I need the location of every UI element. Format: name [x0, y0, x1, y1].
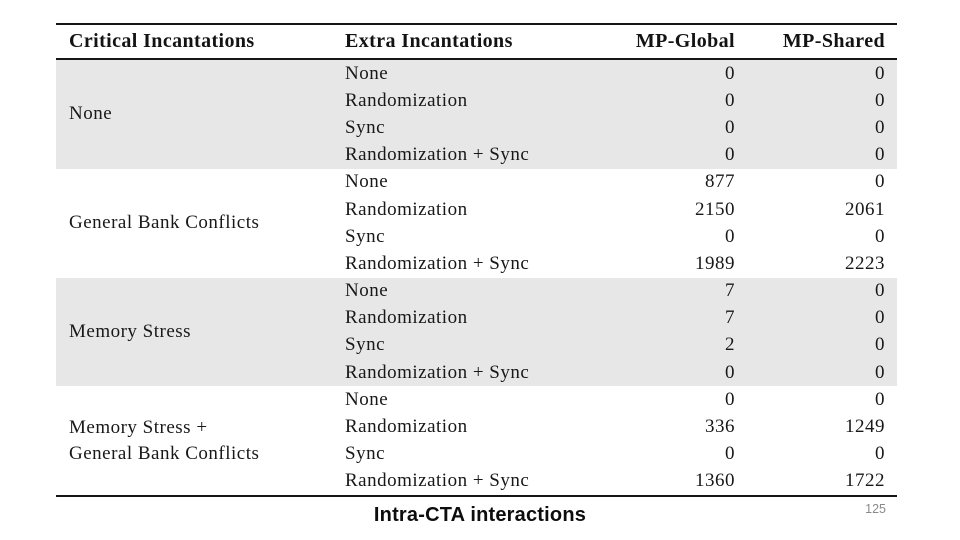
mp-shared-cell: 0 [875, 89, 885, 111]
mp-global-cell: 1360 [695, 470, 735, 492]
extra-cell: Sync [345, 443, 385, 465]
mp-global-cell: 7 [725, 280, 735, 302]
mp-shared-cell: 2223 [845, 252, 885, 274]
mp-global-cell: 0 [725, 388, 735, 410]
mp-shared-cell: 0 [875, 62, 885, 84]
mp-shared-cell: 0 [875, 307, 885, 329]
critical-cell: Memory Stress + General Bank Conflicts [69, 416, 260, 464]
extra-cell: None [345, 171, 389, 193]
critical-cell: General Bank Conflicts [69, 212, 260, 234]
mp-global-cell: 0 [725, 144, 735, 166]
mp-global-cell: 2150 [695, 198, 735, 220]
critical-cell: Memory Stress [69, 320, 192, 342]
col-header-mp-shared: MP-Shared [782, 30, 885, 52]
col-header-extra-incantations: Extra Incantations [345, 30, 513, 52]
mp-global-cell: 0 [725, 361, 735, 383]
table-header-row: Critical Incantations Extra Incantations… [56, 25, 897, 58]
extra-cell: Randomization [345, 198, 468, 220]
mp-global-cell: 1989 [695, 252, 735, 274]
col-header-critical-incantations: Critical Incantations [69, 30, 255, 52]
mp-global-cell: 0 [725, 443, 735, 465]
table-header-rule [56, 58, 897, 60]
mp-global-cell: 2 [725, 334, 735, 356]
mp-global-cell: 0 [725, 89, 735, 111]
extra-cell: Sync [345, 225, 385, 247]
extra-cell: None [345, 62, 389, 84]
results-table: Critical Incantations Extra Incantations… [56, 23, 897, 497]
extra-cell: Randomization + Sync [345, 470, 530, 492]
extra-cell: Sync [345, 116, 385, 138]
slide-caption: Intra-CTA interactions [373, 504, 587, 526]
mp-shared-cell: 0 [875, 443, 885, 465]
mp-global-cell: 877 [705, 171, 735, 193]
mp-global-cell: 0 [725, 62, 735, 84]
table-bottom-rule [56, 495, 897, 497]
mp-global-cell: 0 [725, 225, 735, 247]
mp-shared-cell: 0 [875, 144, 885, 166]
mp-shared-cell: 2061 [845, 198, 885, 220]
table-top-rule [56, 23, 897, 25]
table-group-memory-stress-plus-gbc: Memory Stress + General Bank Conflicts N… [56, 386, 897, 495]
critical-cell: None [69, 103, 113, 125]
table-group-memory-stress: Memory Stress None 7 0 Randomization 7 0… [56, 277, 897, 387]
extra-cell: Randomization [345, 307, 468, 329]
mp-shared-cell: 1722 [845, 470, 885, 492]
extra-cell: None [345, 388, 389, 410]
extra-cell: Randomization + Sync [345, 144, 530, 166]
extra-cell: Randomization [345, 416, 468, 438]
slide-number: 125 [865, 502, 886, 516]
extra-cell: Randomization [345, 89, 468, 111]
mp-shared-cell: 0 [875, 116, 885, 138]
mp-global-cell: 7 [725, 307, 735, 329]
table-group-general-bank-conflicts: General Bank Conflicts None 877 0 Random… [56, 169, 897, 278]
extra-cell: Randomization + Sync [345, 361, 530, 383]
table-group-none: None None 0 0 Randomization 0 0 Sync 0 0… [56, 60, 897, 169]
mp-shared-cell: 0 [875, 171, 885, 193]
mp-shared-cell: 1249 [845, 416, 885, 438]
mp-global-cell: 0 [725, 116, 735, 138]
extra-cell: Sync [345, 334, 385, 356]
extra-cell: Randomization + Sync [345, 252, 530, 274]
mp-global-cell: 336 [705, 416, 735, 438]
mp-shared-cell: 0 [875, 361, 885, 383]
mp-shared-cell: 0 [875, 388, 885, 410]
mp-shared-cell: 0 [875, 334, 885, 356]
col-header-mp-global: MP-Global [635, 30, 735, 52]
extra-cell: None [345, 280, 389, 302]
mp-shared-cell: 0 [875, 225, 885, 247]
mp-shared-cell: 0 [875, 280, 885, 302]
